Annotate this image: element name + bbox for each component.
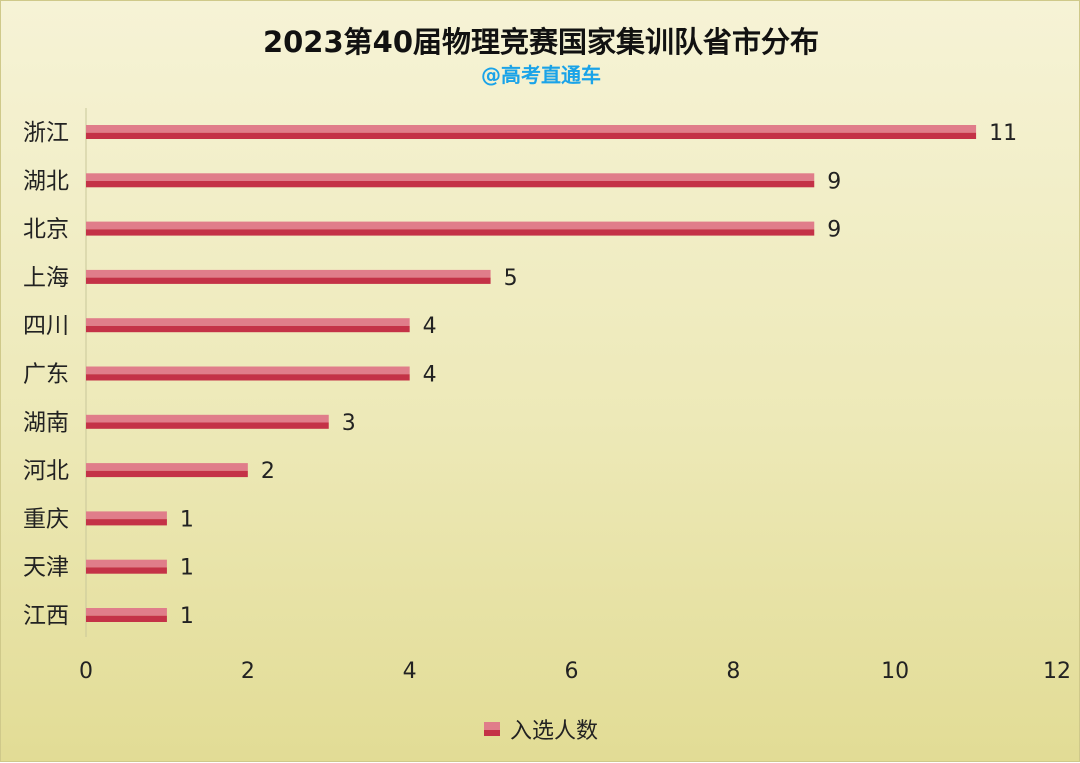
bar-top-face — [86, 559, 167, 568]
bar-bottom-face — [86, 229, 815, 236]
bar-top-face — [86, 511, 167, 520]
bar — [86, 221, 815, 236]
data-label: 4 — [423, 314, 437, 339]
x-tick-label: 0 — [79, 659, 93, 684]
bar — [86, 173, 815, 188]
bar-bottom-face — [86, 422, 329, 429]
category-label: 河北 — [23, 458, 69, 484]
data-label: 1 — [180, 604, 194, 629]
category-label: 重庆 — [23, 506, 69, 532]
bar — [86, 269, 491, 284]
data-label: 5 — [504, 266, 518, 291]
bar-top-face — [86, 366, 410, 375]
legend-label: 入选人数 — [509, 719, 598, 744]
data-label: 2 — [261, 459, 275, 484]
category-label: 广东 — [23, 362, 69, 388]
chart-legend: 入选人数 — [1, 713, 1080, 745]
category-label: 天津 — [23, 555, 69, 581]
bar-bottom-face — [86, 325, 410, 333]
x-tick-label: 6 — [565, 659, 579, 684]
category-label: 浙江 — [23, 120, 69, 146]
bar-bottom-face — [86, 277, 491, 284]
bar — [86, 318, 410, 333]
bar-bottom-face — [86, 470, 248, 478]
x-tick-label: 10 — [881, 659, 909, 684]
category-label: 湖北 — [23, 168, 69, 194]
category-label: 北京 — [23, 217, 69, 243]
x-tick-label: 2 — [241, 659, 255, 684]
data-label: 9 — [827, 169, 841, 194]
bar — [86, 414, 329, 429]
category-label: 四川 — [23, 313, 69, 339]
bar-top-face — [86, 318, 410, 326]
data-label: 4 — [423, 363, 437, 388]
data-label: 1 — [180, 507, 194, 532]
bar-bottom-face — [86, 567, 167, 574]
category-label: 江西 — [23, 603, 69, 629]
bar — [86, 125, 977, 139]
bar-top-face — [86, 414, 329, 423]
bar — [86, 366, 410, 381]
bar-top-face — [86, 221, 815, 230]
data-label: 3 — [342, 411, 356, 436]
bar-bottom-face — [86, 181, 815, 188]
bar-bottom-face — [86, 519, 167, 526]
bar — [86, 608, 167, 622]
x-tick-label: 4 — [403, 659, 417, 684]
chart-subtitle: @高考直通车 — [481, 63, 601, 87]
bar-top-face — [86, 463, 248, 471]
data-label: 11 — [989, 121, 1017, 146]
data-label: 9 — [827, 218, 841, 243]
bar — [86, 511, 167, 526]
bar — [86, 463, 248, 478]
bar — [86, 559, 167, 574]
category-label: 上海 — [23, 265, 69, 291]
bar-top-face — [86, 608, 167, 616]
chart-title: 2023第40届物理竞赛国家集训队省市分布 — [262, 25, 820, 59]
bar-bottom-face — [86, 374, 410, 381]
data-label: 1 — [180, 556, 194, 581]
category-label: 湖南 — [23, 410, 69, 436]
x-tick-label: 8 — [726, 659, 740, 684]
bar-bottom-face — [86, 615, 167, 622]
bar-top-face — [86, 173, 815, 181]
bar-bottom-face — [86, 132, 977, 139]
x-tick-label: 12 — [1043, 659, 1071, 684]
legend-swatch — [483, 722, 500, 736]
bar-top-face — [86, 125, 977, 133]
bar-top-face — [86, 269, 491, 278]
